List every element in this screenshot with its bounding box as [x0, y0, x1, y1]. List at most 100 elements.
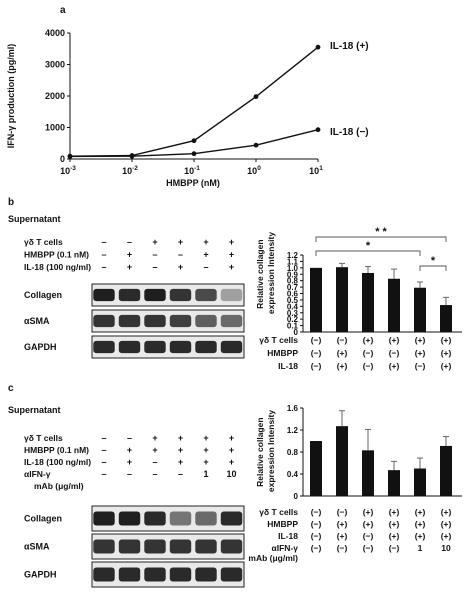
blot-frame	[91, 533, 245, 560]
y-tick-label: 0.1	[287, 322, 299, 331]
panel-c-label: c	[8, 383, 14, 394]
y-tick-label: 1000	[45, 123, 65, 133]
panel-a-xlabel: HMBPP (nM)	[166, 178, 220, 188]
condition-label: IL-18 (100 ng/ml)	[24, 457, 91, 467]
blot-band	[220, 288, 243, 302]
series-label-il18-plus: IL-18 (+)	[330, 41, 369, 52]
bar	[362, 450, 374, 496]
blot-band	[93, 288, 115, 302]
condition-value: +	[127, 262, 132, 272]
condition-value: (+)	[389, 531, 400, 541]
x-tick-label: 10-1	[184, 165, 200, 176]
y-tick-label: 0.6	[287, 290, 299, 299]
blot-band	[195, 288, 217, 302]
condition-value: –	[152, 457, 157, 467]
condition-value: +	[178, 457, 183, 467]
band-label: αSMA	[24, 316, 50, 326]
condition-value: –	[101, 262, 106, 272]
blot-band	[220, 511, 243, 526]
condition-value: +	[178, 445, 183, 455]
bar	[388, 278, 400, 332]
y-tick-label: 1.0	[287, 264, 299, 273]
panel-b-ylabel: Relative collagen expression Intensity	[255, 232, 276, 314]
blot-band	[144, 539, 166, 554]
blot-band	[118, 567, 141, 582]
condition-value: +	[203, 445, 208, 455]
blot-band	[93, 511, 115, 526]
condition-value: +	[229, 457, 234, 467]
y-tick-label: 0.4	[287, 302, 299, 311]
blot-band	[118, 288, 141, 302]
condition-value: (−)	[363, 543, 374, 553]
data-point	[253, 94, 259, 100]
condition-value: (+)	[441, 361, 452, 371]
y-tick-label: 0.4	[287, 470, 299, 479]
condition-label: IL-18 (100 ng/ml)	[24, 262, 91, 272]
condition-value: –	[127, 433, 132, 443]
condition-label: αIFN-γ	[24, 469, 51, 479]
x-tick-exponent: 0	[257, 165, 261, 172]
significance-label: * *	[375, 226, 387, 238]
panel-a-y-ticks: 0 1000 2000 3000 4000	[45, 28, 70, 164]
data-point	[315, 127, 321, 133]
condition-value: –	[203, 262, 208, 272]
condition-value: –	[101, 469, 106, 479]
condition-value: (−)	[363, 531, 374, 541]
condition-value: +	[203, 457, 208, 467]
x-tick-label: 10-3	[60, 165, 76, 176]
blot-band	[195, 511, 217, 526]
panel-b-ylabel-line1: Relative collagen	[255, 239, 265, 308]
condition-value: (+)	[363, 335, 374, 345]
blot-band	[118, 511, 141, 526]
condition-label: γδ T cells	[24, 237, 63, 247]
data-point	[191, 151, 197, 157]
blot-band	[93, 567, 115, 582]
panel-c-blot: γδ T cells – – + + + + HMBPP (0.1 nM) – + + + + + IL-1…	[24, 433, 245, 588]
panel-a-ylabel: IFN-γ production (pg/ml)	[6, 44, 16, 148]
x-tick-exponent: 1	[319, 165, 323, 172]
condition-value: (−)	[311, 361, 322, 371]
data-point	[67, 154, 73, 159]
condition-value: –	[101, 457, 106, 467]
condition-value: (−)	[363, 361, 374, 371]
condition-value: –	[127, 469, 132, 479]
condition-value: +	[127, 250, 132, 260]
condition-value: (+)	[441, 519, 452, 529]
x-tick-label: 100	[247, 165, 261, 176]
condition-value: (−)	[363, 348, 374, 358]
condition-value: +	[203, 237, 208, 247]
bar	[310, 441, 322, 496]
condition-value: (−)	[337, 335, 348, 345]
y-tick-label: 0.8	[287, 448, 299, 457]
y-tick-label: 0.8	[287, 277, 299, 286]
y-tick-label: 0.5	[287, 296, 299, 305]
significance-bracket	[419, 265, 447, 271]
x-tick-exponent: -2	[132, 165, 138, 172]
condition-value: (+)	[337, 519, 348, 529]
blot-band	[169, 340, 192, 354]
blot-band	[195, 567, 217, 582]
condition-value: –	[101, 237, 106, 247]
y-tick-label: 2000	[45, 91, 65, 101]
condition-value: –	[101, 445, 106, 455]
y-tick-label: 0	[294, 492, 299, 501]
condition-value: +	[152, 237, 157, 247]
condition-value: (+)	[389, 361, 400, 371]
blot-band	[195, 340, 217, 354]
condition-value: +	[229, 262, 234, 272]
data-point	[129, 153, 135, 159]
condition-value: (+)	[389, 519, 400, 529]
blot-band	[169, 567, 192, 582]
condition-label: γδ T cells	[259, 507, 298, 517]
condition-value: +	[203, 433, 208, 443]
blot-band	[144, 511, 166, 526]
condition-value: (−)	[389, 348, 400, 358]
condition-label: γδ T cells	[24, 433, 63, 443]
y-tick-label: 0.3	[287, 309, 299, 318]
condition-value: (−)	[337, 543, 348, 553]
condition-value: (−)	[311, 531, 322, 541]
bar	[336, 267, 348, 332]
condition-value: +	[203, 250, 208, 260]
y-tick-label: 0	[294, 328, 299, 337]
